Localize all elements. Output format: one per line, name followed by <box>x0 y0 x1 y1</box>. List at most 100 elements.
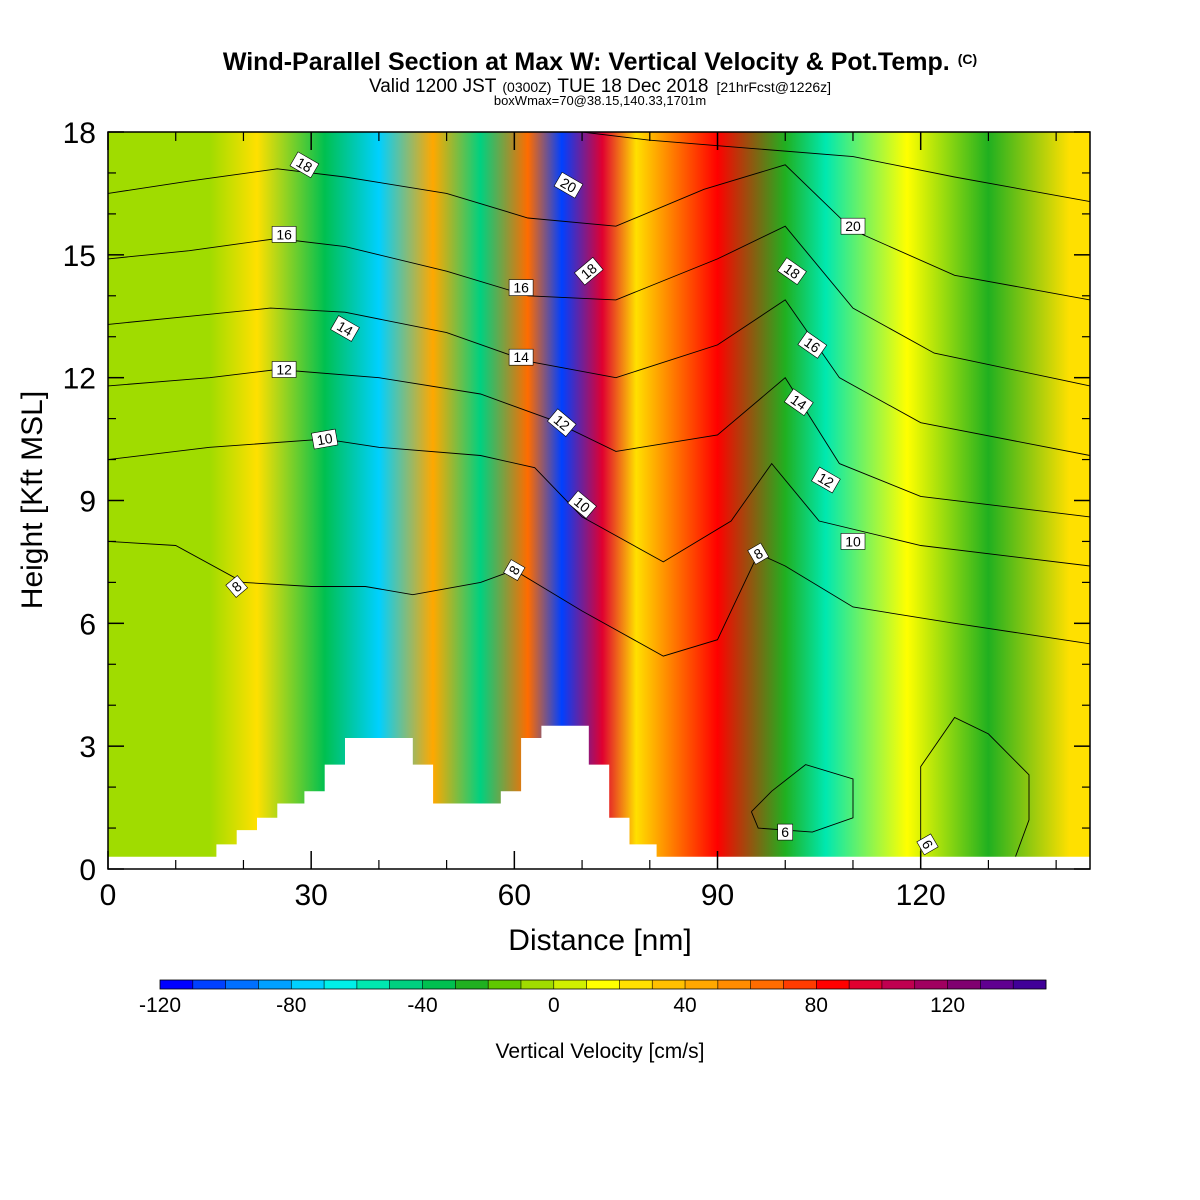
contour-label-box <box>574 256 604 286</box>
colorbar-tick-label: 0 <box>548 994 560 1017</box>
x-tick-label: 30 <box>294 879 327 912</box>
colorbar-swatch <box>324 980 358 989</box>
colorbar-swatch <box>389 980 423 989</box>
isentrope-14 <box>108 299 1090 456</box>
y-tick-label: 3 <box>79 731 96 764</box>
colorbar-swatch <box>160 980 194 989</box>
colorbar-swatch <box>258 980 292 989</box>
x-tick-label: 90 <box>701 879 734 912</box>
chart-title: Wind-Parallel Section at Max W: Vertical… <box>223 48 977 76</box>
contour-label: 16 <box>271 226 297 243</box>
contour-label: 18 <box>289 151 320 179</box>
contour-label-box <box>811 466 841 494</box>
contour-label-text: 14 <box>513 349 529 365</box>
colorbar-swatch <box>356 980 391 989</box>
contour-label-box <box>508 348 534 366</box>
y-tick-label: 12 <box>63 363 96 396</box>
contour-label-box <box>783 388 814 417</box>
contour-label-text: 10 <box>845 533 861 549</box>
contour-label-box <box>553 171 584 199</box>
contour-label: 14 <box>508 348 534 366</box>
colorbar-tick-label: -80 <box>276 994 306 1017</box>
x-tick-label: 60 <box>498 879 531 912</box>
contour-label-text: 20 <box>845 218 861 234</box>
contour-label-text: 18 <box>294 154 316 176</box>
colorbar-swatch <box>816 980 850 989</box>
y-axis-ticks: 0 3 6 9 12 15 18 <box>63 117 1090 887</box>
colorbar-tick-label: 80 <box>805 994 828 1017</box>
contour-label: 20 <box>553 171 584 199</box>
colorbar-swatch <box>586 980 620 989</box>
contour-label-box <box>916 833 939 856</box>
y-tick-label: 0 <box>79 854 96 887</box>
y-axis-label: Height [Kft MSL] <box>16 391 49 609</box>
colorbar-swatch <box>750 980 784 989</box>
isentrope-8 <box>108 540 1090 657</box>
contour-label-text: 12 <box>815 469 837 491</box>
colorbar: -120 -80 -40 0 40 80 120 <box>139 979 1047 1017</box>
colorbar-tick-label: -120 <box>139 994 181 1017</box>
contour-label-box <box>777 257 807 286</box>
colorbar-swatch <box>291 980 325 989</box>
y-tick-label: 6 <box>79 608 96 641</box>
x-tick-label: 0 <box>100 879 117 912</box>
contour-label-box <box>840 217 866 235</box>
colorbar-swatch <box>553 980 587 989</box>
contour-label: 10 <box>311 428 339 450</box>
colorbar-swatch <box>947 980 981 989</box>
contour-labels: 8 8 8 10 10 10 12 12 12 14 14 14 16 16 16 18 18 18 20 20 6 6 <box>225 151 939 856</box>
contour-label: 12 <box>811 466 841 494</box>
colorbar-swatch <box>783 980 817 989</box>
colorbar-swatch <box>685 980 719 989</box>
isentrope-16 <box>108 225 1090 387</box>
x-axis-label: Distance [nm] <box>508 924 691 957</box>
contour-label: 8 <box>225 575 249 598</box>
colorbar-swatch <box>455 980 489 989</box>
isentrope-12 <box>108 369 1090 518</box>
contour-label: 14 <box>783 388 814 417</box>
contour-label-box <box>289 151 320 179</box>
contour-label-box <box>271 226 297 243</box>
contour-label: 8 <box>503 559 526 582</box>
colorbar-swatch <box>488 980 522 989</box>
contour-label: 20 <box>840 217 866 235</box>
colorbar-swatch <box>520 980 555 989</box>
contour-label-text: 10 <box>316 430 334 448</box>
isentrope-18 <box>108 164 1090 301</box>
contour-label-text: 20 <box>558 174 580 196</box>
x-tick-label: 120 <box>896 879 946 912</box>
isentrope-6 <box>920 716 1030 857</box>
contour-label: 10 <box>567 490 597 519</box>
contour-label: 14 <box>330 315 360 342</box>
contour-label-text: 16 <box>276 226 292 242</box>
contour-label: 18 <box>777 257 807 286</box>
colorbar-swatch <box>422 980 456 989</box>
colorbar-swatch <box>619 980 653 989</box>
contour-label: 12 <box>271 361 297 378</box>
valid-time-line: Valid 1200 JST (0300Z) TUE 18 Dec 2018 [21h… <box>369 76 831 97</box>
colorbar-swatch <box>849 980 883 989</box>
contour-label-text: 14 <box>334 318 356 340</box>
colorbar-tick-label: 120 <box>930 994 965 1017</box>
x-axis-ticks: 0 30 60 90 120 <box>100 132 1057 912</box>
colorbar-tick-label: 40 <box>673 994 696 1017</box>
contour-label-box <box>225 575 249 598</box>
terrain-mask <box>108 725 1090 869</box>
contour-label-text: 12 <box>276 362 292 378</box>
contour-label-box <box>567 490 597 519</box>
colorbar-swatch <box>225 980 259 989</box>
colorbar-swatch <box>980 980 1014 989</box>
contour-label: 16 <box>508 279 534 296</box>
contour-label-box <box>547 408 577 437</box>
contour-label-box <box>747 542 770 565</box>
colorbar-swatch <box>652 980 686 989</box>
contour-label-box <box>503 559 526 582</box>
isentrope-20 <box>582 132 1090 203</box>
contour-label-text: 6 <box>781 824 789 840</box>
colorbar-swatch <box>192 980 227 989</box>
contour-label: 8 <box>747 542 770 565</box>
contour-label-box <box>311 428 339 450</box>
colorbar-swatch <box>1013 980 1047 989</box>
y-tick-label: 18 <box>63 117 96 150</box>
